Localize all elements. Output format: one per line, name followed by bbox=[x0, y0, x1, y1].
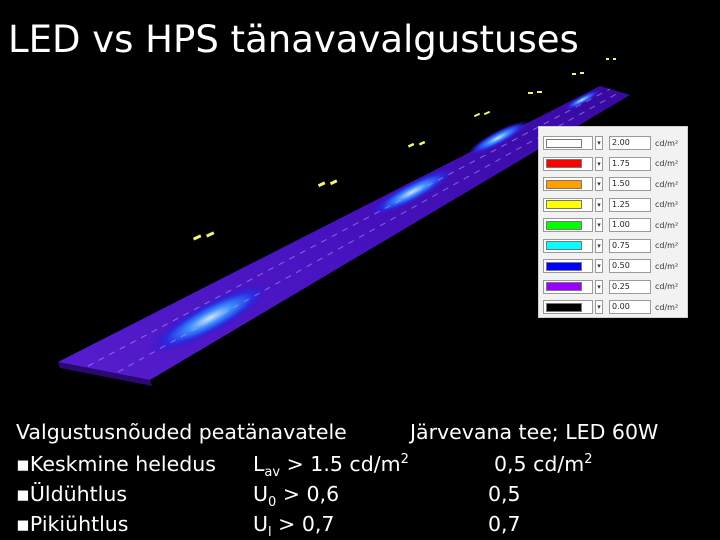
legend-row: ▾ 0.75 cd/m² bbox=[543, 236, 683, 257]
criterion-value: > 1.5 cd/m bbox=[280, 452, 401, 476]
legend-value-field[interactable]: 0.75 bbox=[609, 238, 651, 253]
requirement-name: Pikiühtlus bbox=[29, 512, 129, 536]
symbol-subscript: av bbox=[264, 465, 281, 481]
legend-row: ▾ 1.75 cd/m² bbox=[543, 154, 683, 175]
legend-swatch bbox=[546, 282, 582, 292]
legend-unit: cd/m² bbox=[655, 302, 679, 312]
symbol: U bbox=[253, 512, 269, 536]
legend-value-field[interactable]: 1.75 bbox=[609, 156, 651, 171]
legend-swatch bbox=[546, 200, 582, 210]
requirement-label: ▪Pikiühtlus bbox=[16, 511, 128, 537]
light-pools bbox=[147, 89, 600, 354]
result-value: 0,5 cd/m bbox=[494, 452, 585, 476]
symbol-subscript: l bbox=[268, 525, 272, 540]
legend-swatch bbox=[546, 159, 582, 169]
legend-row: ▾ 2.00 cd/m² bbox=[543, 133, 683, 154]
legend-color-picker[interactable] bbox=[543, 279, 593, 294]
chevron-down-icon[interactable]: ▾ bbox=[595, 279, 603, 294]
legend-unit: cd/m² bbox=[655, 138, 679, 148]
legend-row: ▾ 0.50 cd/m² bbox=[543, 256, 683, 277]
requirement-criterion: U0 > 0,6 bbox=[253, 481, 340, 511]
legend-value-field[interactable]: 0.50 bbox=[609, 259, 651, 274]
measured-result: 0,5 cd/m2 bbox=[494, 451, 593, 477]
requirement-label: ▪Keskmine heledus bbox=[16, 451, 216, 477]
bullet: ▪ bbox=[16, 482, 30, 506]
chevron-down-icon[interactable]: ▾ bbox=[595, 197, 603, 212]
legend-unit: cd/m² bbox=[655, 241, 679, 251]
measured-result: 0,5 bbox=[488, 481, 521, 507]
criterion-superscript: 2 bbox=[400, 452, 409, 468]
legend-swatch bbox=[546, 302, 582, 312]
symbol-subscript: 0 bbox=[268, 495, 277, 511]
legend-swatch bbox=[546, 261, 582, 271]
legend-color-picker[interactable] bbox=[543, 197, 593, 212]
legend-swatch bbox=[546, 220, 582, 230]
chevron-down-icon[interactable]: ▾ bbox=[595, 238, 603, 253]
legend-unit: cd/m² bbox=[655, 220, 679, 230]
legend-row: ▾ 1.00 cd/m² bbox=[543, 215, 683, 236]
bullet: ▪ bbox=[16, 452, 30, 476]
legend-unit: cd/m² bbox=[655, 200, 679, 210]
bullet: ▪ bbox=[16, 512, 30, 536]
legend-color-picker[interactable] bbox=[543, 177, 593, 192]
legend-value-field[interactable]: 1.00 bbox=[609, 218, 651, 233]
legend-row: ▾ 1.50 cd/m² bbox=[543, 174, 683, 195]
result-heading: Järvevana tee; LED 60W bbox=[410, 420, 659, 444]
requirement-name: Üldühtlus bbox=[29, 482, 128, 506]
chevron-down-icon[interactable]: ▾ bbox=[595, 177, 603, 192]
road-luminance-render bbox=[58, 58, 630, 386]
requirement-criterion: Lav > 1.5 cd/m2 bbox=[253, 451, 409, 481]
legend-unit: cd/m² bbox=[655, 179, 679, 189]
symbol: L bbox=[253, 452, 265, 476]
criterion-value: > 0,6 bbox=[276, 482, 340, 506]
legend-swatch bbox=[546, 179, 582, 189]
legend-unit: cd/m² bbox=[655, 282, 679, 292]
requirement-criterion: Ul > 0,7 bbox=[253, 511, 335, 540]
legend-color-picker[interactable] bbox=[543, 218, 593, 233]
requirement-label: ▪Üldühtlus bbox=[16, 481, 127, 507]
legend-color-picker[interactable] bbox=[543, 238, 593, 253]
result-value: 0,7 bbox=[488, 512, 521, 536]
legend-value-field[interactable]: 0.00 bbox=[609, 300, 651, 315]
legend-color-picker[interactable] bbox=[543, 156, 593, 171]
chevron-down-icon[interactable]: ▾ bbox=[595, 218, 603, 233]
luminance-legend: ▾ 2.00 cd/m² ▾ 1.75 cd/m² ▾ 1.50 cd/m² ▾ 1.25 cd/m²… bbox=[538, 126, 688, 318]
legend-value-field[interactable]: 0.25 bbox=[609, 279, 651, 294]
legend-swatch bbox=[546, 138, 582, 148]
legend-row: ▾ 0.00 cd/m² bbox=[543, 297, 683, 318]
criterion-value: > 0,7 bbox=[271, 512, 335, 536]
chevron-down-icon[interactable]: ▾ bbox=[595, 300, 603, 315]
chevron-down-icon[interactable]: ▾ bbox=[595, 136, 603, 151]
chevron-down-icon[interactable]: ▾ bbox=[595, 156, 603, 171]
legend-value-field[interactable]: 1.50 bbox=[609, 177, 651, 192]
result-superscript: 2 bbox=[584, 452, 593, 468]
measured-result: 0,7 bbox=[488, 511, 521, 537]
symbol: U bbox=[253, 482, 269, 506]
legend-value-field[interactable]: 1.25 bbox=[609, 197, 651, 212]
lane-lines bbox=[87, 88, 621, 373]
legend-color-picker[interactable] bbox=[543, 300, 593, 315]
luminaires bbox=[192, 58, 616, 241]
road-edge bbox=[58, 362, 152, 386]
legend-row: ▾ 0.25 cd/m² bbox=[543, 277, 683, 298]
legend-unit: cd/m² bbox=[655, 159, 679, 169]
requirement-name: Keskmine heledus bbox=[29, 452, 216, 476]
legend-unit: cd/m² bbox=[655, 261, 679, 271]
chevron-down-icon[interactable]: ▾ bbox=[595, 259, 603, 274]
slide-title: LED vs HPS tänavavalgustuses bbox=[8, 18, 579, 61]
legend-swatch bbox=[546, 241, 582, 251]
requirements-heading: Valgustusnõuded peatänavatele bbox=[16, 420, 347, 444]
legend-value-field[interactable]: 2.00 bbox=[609, 136, 651, 151]
result-value: 0,5 bbox=[488, 482, 521, 506]
legend-color-picker[interactable] bbox=[543, 136, 593, 151]
legend-color-picker[interactable] bbox=[543, 259, 593, 274]
legend-row: ▾ 1.25 cd/m² bbox=[543, 195, 683, 216]
